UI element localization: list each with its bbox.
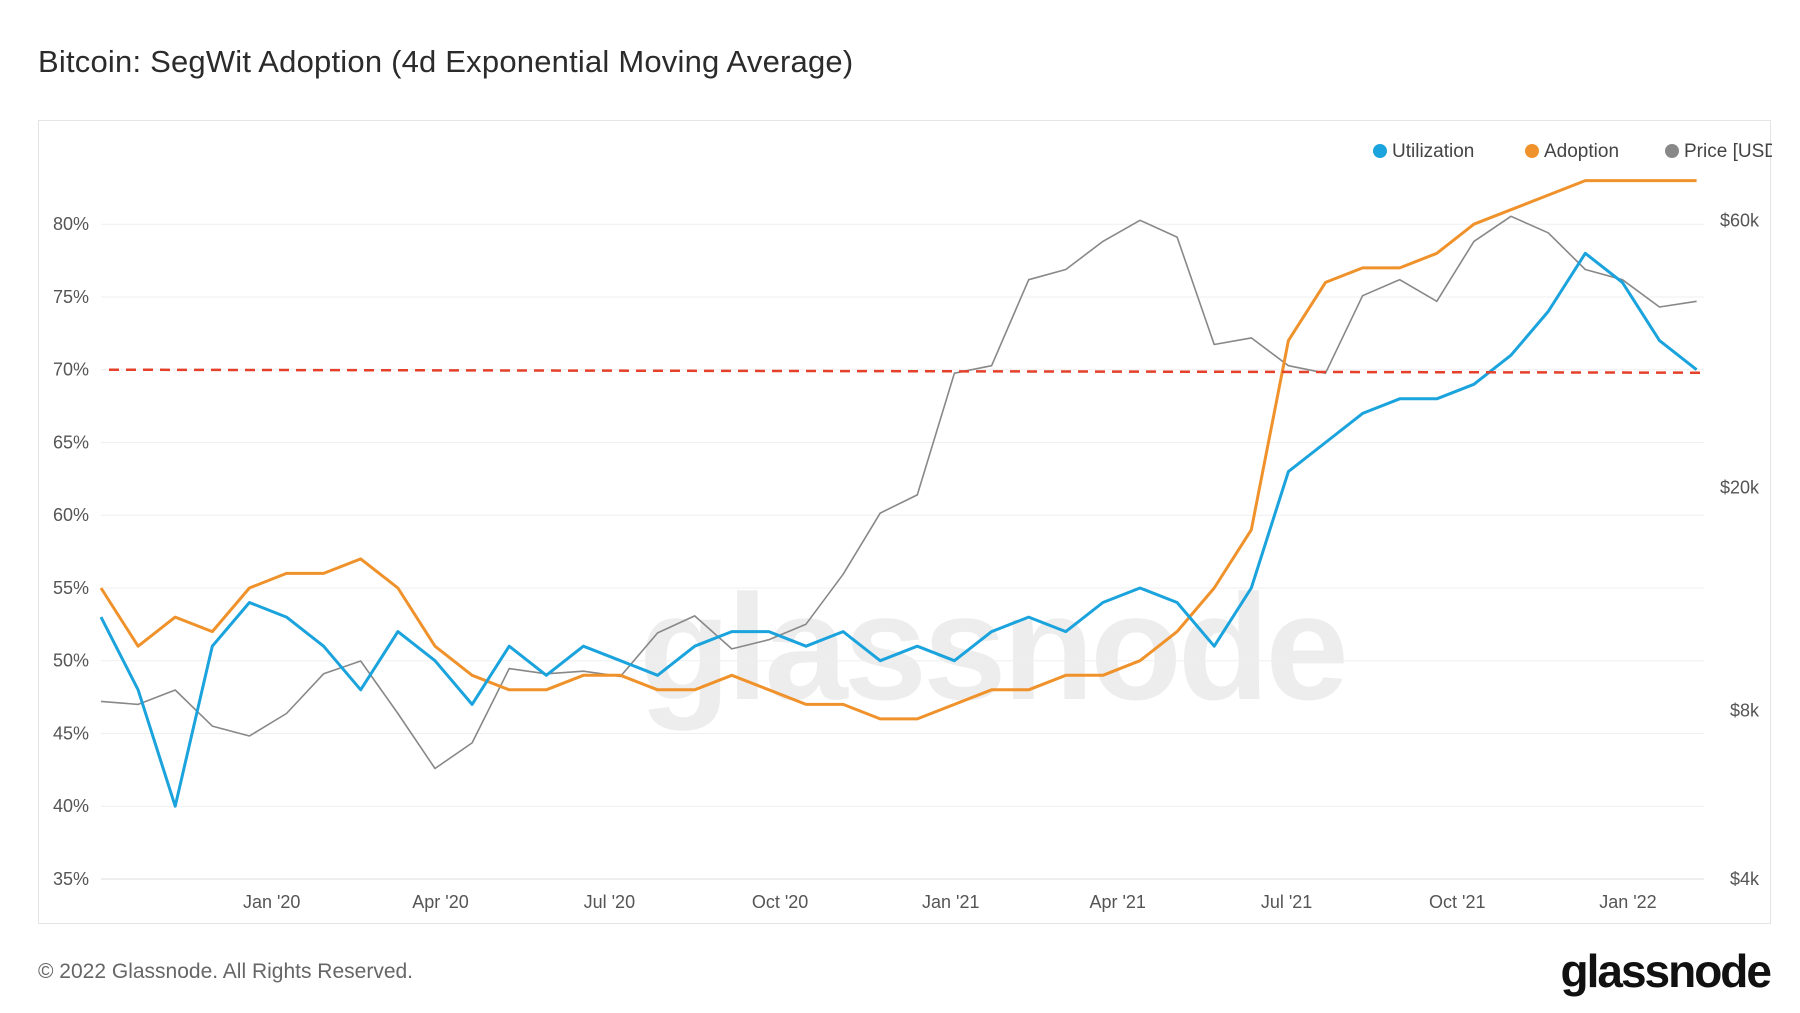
y-left-tick-label: 70% [53,360,89,380]
y-left-tick-label: 45% [53,723,89,743]
x-tick-label: Jul '20 [584,892,635,912]
legend-label: Adoption [1544,141,1619,162]
legend-label: Price [USD] [1684,141,1772,162]
chart-title: Bitcoin: SegWit Adoption (4d Exponential… [38,44,854,79]
watermark: glassnode [639,563,1349,731]
x-tick-label: Oct '20 [752,892,808,912]
series-line-utilization [99,251,1698,808]
y-right-tick-label: $20k [1720,478,1760,498]
legend-label: Utilization [1392,141,1474,162]
copyright: © 2022 Glassnode. All Rights Reserved. [38,960,414,983]
y-left-tick-label: 50% [53,651,89,671]
x-tick-label: Jan '21 [922,892,979,912]
y-left-tick-label: 55% [53,578,89,598]
y-right-tick-label: $8k [1730,700,1760,720]
y-left-tick-label: 75% [53,287,89,307]
x-tick-label: Oct '21 [1429,892,1485,912]
y-right-tick-label: $60k [1720,210,1760,230]
legend-marker [1665,144,1679,158]
y-left-tick-label: 40% [53,796,89,816]
legend-marker [1525,144,1539,158]
brand-logo: glassnode [1560,945,1772,997]
y-left-tick-label: 65% [53,432,89,452]
x-tick-label: Jan '20 [243,892,300,912]
reference-line-70 [108,368,1705,374]
legend-marker [1373,144,1387,158]
series-line-adoption [99,179,1697,721]
x-tick-label: Apr '21 [1089,892,1145,912]
chart-svg: 35% 40% 45% 50% 55% 60% 65% 70% 75% 80% $4k $8k $20… [53,141,1772,912]
y-left-tick-label: 35% [53,869,89,889]
y-left-tick-label: 60% [53,505,89,525]
x-tick-label: Apr '20 [412,892,468,912]
y-left-tick-label: 80% [53,214,89,234]
x-tick-label: Jul '21 [1261,892,1312,912]
y-right-tick-label: $4k [1730,869,1760,889]
chart-panel: glassnode 35% 40% 45% 50% 55% 60% 65% 70% 75% 80%… [38,120,1772,924]
x-tick-label: Jan '22 [1599,892,1656,912]
series-line-price-usd [100,215,1697,770]
